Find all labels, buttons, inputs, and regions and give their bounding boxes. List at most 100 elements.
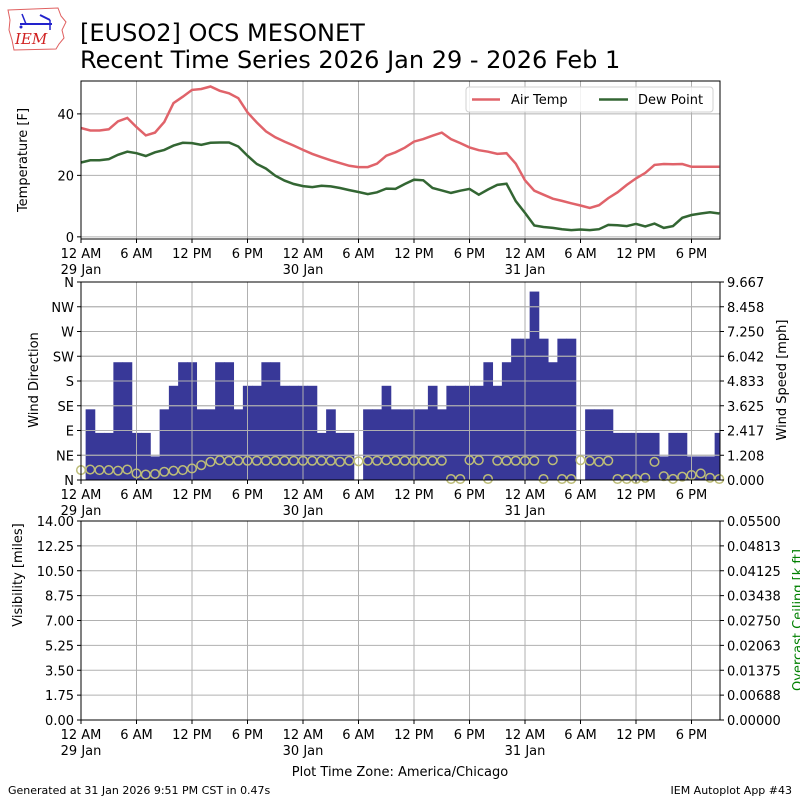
- wind-direction-marker: [455, 473, 466, 485]
- wind-direction-marker: [649, 456, 660, 467]
- wind-speed-bar: [215, 362, 225, 480]
- wind-speed-bar: [594, 409, 605, 480]
- x-tick-label: 12 PM: [394, 247, 434, 262]
- y2-tick-label: 9.667: [727, 276, 764, 291]
- wind-speed-bar: [483, 362, 494, 480]
- wind-direction-marker: [677, 471, 688, 482]
- wind-direction-marker: [122, 464, 133, 475]
- wind-direction-marker: [667, 473, 679, 484]
- wind-speed-bar: [585, 409, 595, 480]
- y-tick-label: E: [66, 425, 74, 440]
- wind-speed-bar: [659, 456, 669, 480]
- y-tick-label: W: [61, 326, 74, 341]
- wind-direction-marker: [177, 465, 188, 476]
- x-tick-label: 6 PM: [232, 247, 263, 262]
- x-tick-label: 12 AM: [283, 488, 324, 503]
- wind-speed-bar: [649, 432, 660, 480]
- x-axis-2: 12 AM 6 AM 12 PM 6 PM 12 AM 6 AM 12 PM 6 PM 12 A…: [61, 521, 707, 759]
- timezone-label: Plot Time Zone: America/Chicago: [292, 765, 508, 780]
- y-axis-right-1: 0.000 1.208 2.417 3.625 4.833 6.042 7.250 8.458…: [720, 276, 764, 489]
- y2-tick-label: 0.02063: [727, 639, 781, 654]
- y-tick-label: 7.00: [45, 615, 74, 630]
- x-tick-label: 6 AM: [342, 247, 375, 262]
- wind-speed-bar: [529, 291, 540, 480]
- wind-direction-marker: [640, 472, 651, 483]
- wind-speed-bar: [252, 385, 262, 480]
- y-tick-label: 0: [66, 231, 74, 246]
- wind-speed-bar: [696, 456, 706, 480]
- y2-tick-label: 0.04813: [727, 540, 781, 555]
- y2-tick-label: 3.625: [727, 400, 764, 415]
- y-tick-label: N: [64, 474, 74, 489]
- wind-speed-bar: [363, 409, 373, 480]
- wind-speed-bar: [104, 432, 114, 480]
- x-axis-0: 12 AM 6 AM 12 PM 6 PM 12 AM 6 AM 12 PM 6 PM 12 A…: [61, 81, 707, 278]
- wind-speed-bar: [168, 385, 179, 480]
- wind-direction-marker: [566, 473, 577, 485]
- x-day-label: 30 Jan: [283, 744, 324, 759]
- wind-direction-marker: [112, 465, 124, 476]
- x-tick-label: 12 AM: [61, 488, 102, 503]
- wind-direction-marker: [131, 468, 142, 479]
- legend-dew-point-label: Dew Point: [638, 93, 703, 108]
- wind-speed-bar: [279, 385, 290, 480]
- wind-speed-bar: [94, 432, 105, 480]
- wind-direction-marker: [593, 456, 605, 467]
- y-tick-label: 12.25: [37, 540, 74, 555]
- x-day-label: 30 Jan: [283, 263, 324, 278]
- wind-direction-marker: [714, 473, 725, 485]
- x-tick-label: 6 PM: [676, 247, 707, 262]
- wind-direction-marker: [334, 456, 346, 467]
- x-day-label: 31 Jan: [505, 263, 546, 278]
- wind-speed-bar: [233, 409, 244, 480]
- generated-text: Generated at 31 Jan 2026 9:51 PM CST in …: [8, 784, 271, 797]
- wind-speed-bar: [381, 385, 392, 480]
- wind-direction-marker: [529, 455, 540, 466]
- y2-tick-label: 0.00000: [727, 714, 781, 729]
- y2-tick-label: 0.05500: [727, 515, 781, 530]
- wind-speed-bar: [418, 409, 429, 480]
- wind-speed-bar: [196, 409, 207, 480]
- temp-plot-frame: [80, 80, 721, 240]
- x-tick-label: 12 AM: [61, 247, 102, 262]
- x-tick-label: 12 AM: [505, 247, 546, 262]
- wind-speed-bar: [141, 432, 151, 480]
- temperature-axis-label: Temperature [F]: [16, 108, 31, 213]
- visibility-plot-frame: [80, 520, 721, 721]
- y-tick-label: NE: [56, 449, 74, 464]
- y-tick-label: N: [64, 276, 74, 291]
- wind-direction-marker: [538, 473, 549, 485]
- air-temp-line: [80, 85, 720, 210]
- x-tick-label: 6 AM: [120, 488, 153, 503]
- x-tick-label: 6 PM: [676, 728, 707, 743]
- wind-speed-bar: [557, 338, 568, 480]
- iem-logo: IEM: [7, 7, 67, 51]
- x-tick-label: 6 AM: [120, 728, 153, 743]
- x-tick-label: 12 PM: [616, 247, 656, 262]
- y-axis-right-2: 0.00000 0.00688 0.01375 0.02063 0.02750 0.034…: [720, 515, 781, 729]
- wind-speed-bar: [446, 385, 457, 480]
- wind-direction-marker: [473, 455, 484, 466]
- wind-speed-bar: [548, 362, 558, 480]
- x-tick-label: 12 PM: [172, 247, 212, 262]
- x-tick-label: 6 AM: [564, 728, 597, 743]
- wind-speed-bar: [622, 432, 632, 480]
- y2-tick-label: 8.458: [727, 301, 764, 316]
- wind-speed-bar: [677, 432, 688, 480]
- x-tick-label: 6 PM: [232, 488, 263, 503]
- wind-speed-bar: [612, 432, 623, 480]
- x-tick-label: 12 PM: [616, 488, 656, 503]
- y-tick-label: S: [66, 375, 74, 390]
- legend-box: [465, 86, 714, 113]
- y-tick-label: 5.25: [45, 639, 74, 654]
- wind-speed-bar: [511, 338, 521, 480]
- app-label: IEM Autoplot App #43: [671, 784, 793, 797]
- y2-tick-label: 4.833: [727, 375, 764, 390]
- ceiling-axis-label: Overcast Ceiling [k ft]: [791, 549, 800, 691]
- wind-speed-bar: [705, 456, 716, 480]
- wind-speed-bar: [307, 385, 318, 480]
- x-tick-label: 6 AM: [564, 247, 597, 262]
- y2-tick-label: 7.250: [727, 326, 764, 341]
- x-tick-label: 12 PM: [616, 728, 656, 743]
